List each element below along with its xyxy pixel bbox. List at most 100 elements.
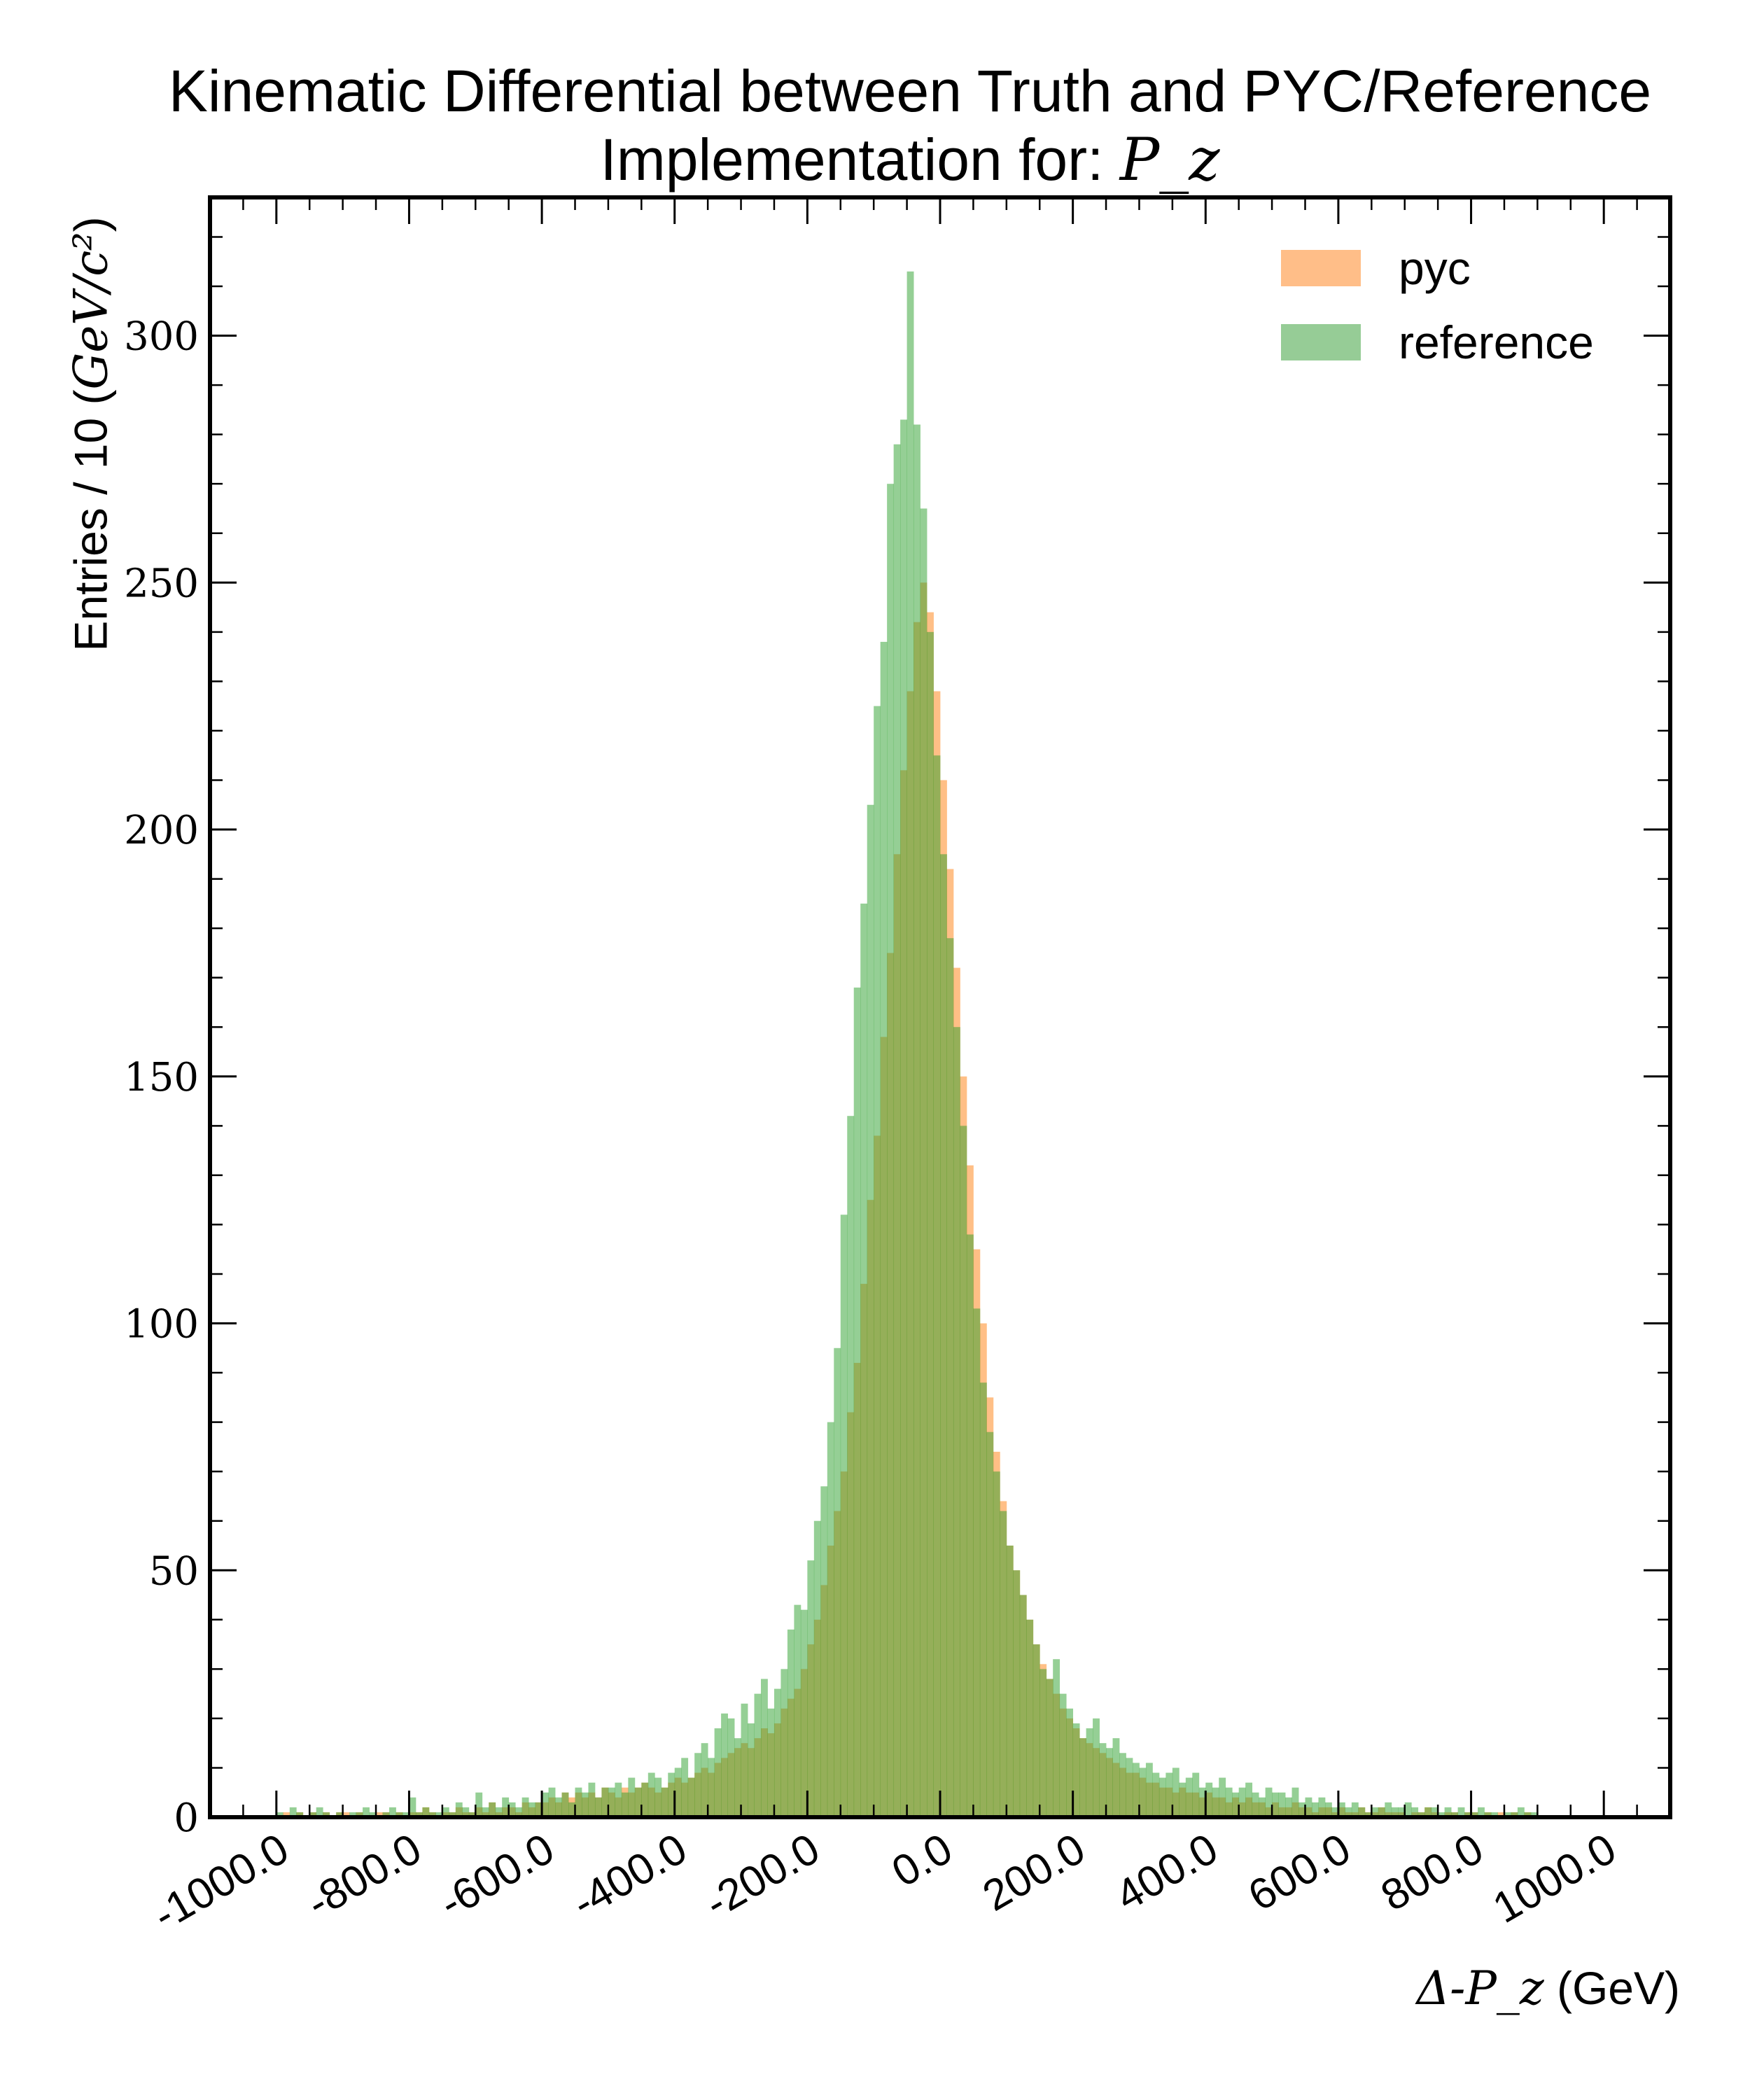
reference-bar (482, 1807, 489, 1817)
reference-bar (409, 1797, 416, 1817)
reference-bar (1000, 1511, 1007, 1817)
reference-bar (1292, 1787, 1299, 1817)
reference-bar (1451, 1812, 1458, 1817)
reference-bar (568, 1802, 575, 1817)
reference-bar (721, 1713, 728, 1817)
reference-bar (356, 1812, 363, 1817)
reference-bar (687, 1777, 695, 1817)
reference-bar (1265, 1787, 1273, 1817)
reference-bar (1338, 1802, 1345, 1817)
reference-bar (1517, 1807, 1525, 1817)
reference-bar (780, 1669, 788, 1817)
reference-bar (1478, 1807, 1485, 1817)
reference-bar (349, 1812, 356, 1817)
reference-bar (1385, 1802, 1392, 1817)
reference-bar (668, 1772, 676, 1817)
reference-bar (316, 1807, 323, 1817)
reference-bar (1318, 1797, 1326, 1817)
reference-bar (648, 1772, 655, 1817)
reference-bar (734, 1738, 741, 1817)
reference-bar (1066, 1708, 1074, 1817)
reference-bar (1245, 1782, 1253, 1817)
reference-bar (1053, 1659, 1060, 1817)
reference-bar (455, 1802, 463, 1817)
reference-bar (933, 755, 941, 1817)
reference-bar (1026, 1619, 1034, 1817)
reference-bar (946, 938, 954, 1817)
reference-bar (1238, 1787, 1246, 1817)
reference-bar (1259, 1797, 1266, 1817)
reference-bar (1252, 1792, 1259, 1817)
reference-bar (594, 1797, 602, 1817)
reference-bar (1179, 1782, 1186, 1817)
reference-bar (927, 631, 934, 1817)
reference-bar (1093, 1718, 1100, 1817)
reference-bar (966, 1234, 974, 1817)
reference-bar (601, 1787, 609, 1817)
reference-bar (827, 1422, 834, 1817)
reference-bar (634, 1787, 642, 1817)
reference-bar (1166, 1772, 1173, 1817)
reference-bar (1205, 1782, 1213, 1817)
reference-bar (515, 1807, 523, 1817)
reference-bar (428, 1812, 436, 1817)
reference-bar (435, 1812, 443, 1817)
reference-bar (754, 1693, 762, 1817)
reference-bar (581, 1792, 589, 1817)
reference-bar (860, 903, 868, 1817)
reference-bar (1351, 1802, 1359, 1817)
reference-bar (1418, 1812, 1425, 1817)
pyc-bar (376, 1812, 383, 1817)
reference-bar (760, 1679, 768, 1817)
reference-bar (1158, 1777, 1166, 1817)
reference-bar (641, 1782, 649, 1817)
reference-bar (900, 419, 907, 1817)
reference-bar (1431, 1807, 1438, 1817)
reference-bar (674, 1768, 682, 1817)
reference-bar (800, 1609, 808, 1817)
reference-bar (1457, 1807, 1465, 1817)
reference-bar (1232, 1792, 1240, 1817)
reference-bar (309, 1812, 317, 1817)
reference-bar (402, 1812, 410, 1817)
reference-bar (1371, 1807, 1379, 1817)
reference-bar (296, 1812, 304, 1817)
reference-bar (887, 484, 895, 1818)
reference-bar (867, 804, 874, 1817)
reference-bar (813, 1520, 821, 1817)
x-tick-label: -400.0 (564, 1824, 695, 1928)
legend-label-reference: reference (1399, 316, 1594, 368)
reference-bar (561, 1792, 569, 1817)
chart-title-math: P_z (1119, 125, 1220, 194)
reference-bar (1358, 1807, 1366, 1817)
reference-bar (1378, 1807, 1385, 1817)
reference-bar (615, 1782, 622, 1817)
reference-bar (1331, 1807, 1339, 1817)
reference-bar (787, 1629, 794, 1817)
y-tick-label: 0 (174, 1795, 199, 1841)
x-tick-label: 600.0 (1240, 1824, 1359, 1920)
x-axis-label-math: Δ-P_z (1416, 1961, 1544, 2015)
x-tick-label: -200.0 (697, 1824, 828, 1928)
reference-bar (1511, 1812, 1518, 1817)
reference-bar (382, 1812, 390, 1817)
reference-bar (396, 1812, 403, 1817)
reference-bar (874, 706, 881, 1817)
reference-bar (820, 1486, 828, 1817)
y-tick-label: 50 (149, 1548, 199, 1594)
reference-bar (1444, 1807, 1452, 1817)
x-tick-label: 400.0 (1107, 1824, 1226, 1920)
legend-label-pyc: pyc (1399, 242, 1471, 294)
reference-bar (528, 1802, 536, 1817)
reference-bar (1172, 1768, 1180, 1817)
reference-bar (807, 1560, 815, 1817)
reference-bar (1311, 1802, 1319, 1817)
reference-bar (1198, 1787, 1206, 1817)
reference-bar (840, 1214, 848, 1817)
reference-bar (1059, 1693, 1067, 1817)
y-tick-label: 100 (124, 1302, 199, 1348)
reference-bar (708, 1758, 715, 1817)
reference-bar (502, 1797, 510, 1817)
reference-bar (548, 1787, 556, 1817)
